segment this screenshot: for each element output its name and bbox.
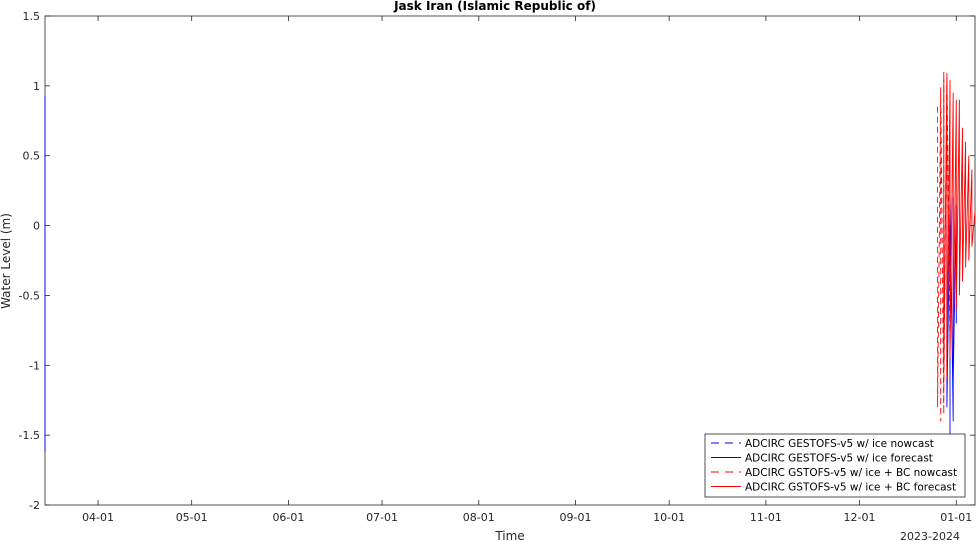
x-tick-label: 06-01 — [272, 511, 304, 524]
y-tick-label: -1 — [29, 359, 40, 372]
plot-frame — [44, 15, 976, 506]
x-tick-label: 08-01 — [463, 511, 495, 524]
y-axis-label: Water Level (m) — [0, 213, 13, 309]
ticks-layer: 04-01 05-01 06-01 07-01 08-01 09-01 10-01 11-01… — [19, 10, 975, 524]
legend-box — [704, 433, 966, 498]
y-tick-label: 1 — [33, 80, 40, 93]
legend-entry-label: ADCIRC GSTOFS-v5 w/ ice + BC nowcast — [745, 467, 957, 479]
x-tick-label: 09-01 — [560, 511, 592, 524]
x-tick-label: 05-01 — [176, 511, 208, 524]
legend-entry-label: ADCIRC GESTOFS-v5 w/ ice forecast — [745, 453, 933, 465]
y-tick-label: 1.5 — [23, 10, 41, 23]
plot-area — [44, 15, 976, 506]
y-tick-label: -1.5 — [19, 429, 40, 442]
series-line-4 — [943, 71, 976, 373]
y-tick-label: 0 — [33, 220, 40, 233]
x-tick-label: 04-01 — [82, 511, 114, 524]
legend: ADCIRC GESTOFS-v5 w/ ice nowcast ADCIRC G… — [704, 433, 966, 498]
y-tick-label: 0.5 — [23, 150, 41, 163]
y-tick-label: -0.5 — [19, 289, 40, 302]
y-tick-label: -2 — [29, 499, 40, 512]
chart-title: Jask Iran (Islamic Republic of) — [393, 0, 596, 13]
legend-entry-label: ADCIRC GSTOFS-v5 w/ ice + BC forecast — [745, 482, 956, 494]
x-tick-label: 01-01 — [940, 511, 972, 524]
x-axis-year-label: 2023-2024 — [900, 530, 960, 541]
series-layer — [44, 71, 976, 452]
x-tick-label: 11-01 — [750, 511, 782, 524]
legend-entry-label: ADCIRC GESTOFS-v5 w/ ice nowcast — [745, 438, 934, 450]
x-tick-label: 07-01 — [366, 511, 398, 524]
x-axis-label: Time — [494, 529, 524, 541]
x-tick-label: 10-01 — [653, 511, 685, 524]
x-tick-label: 12-01 — [844, 511, 876, 524]
